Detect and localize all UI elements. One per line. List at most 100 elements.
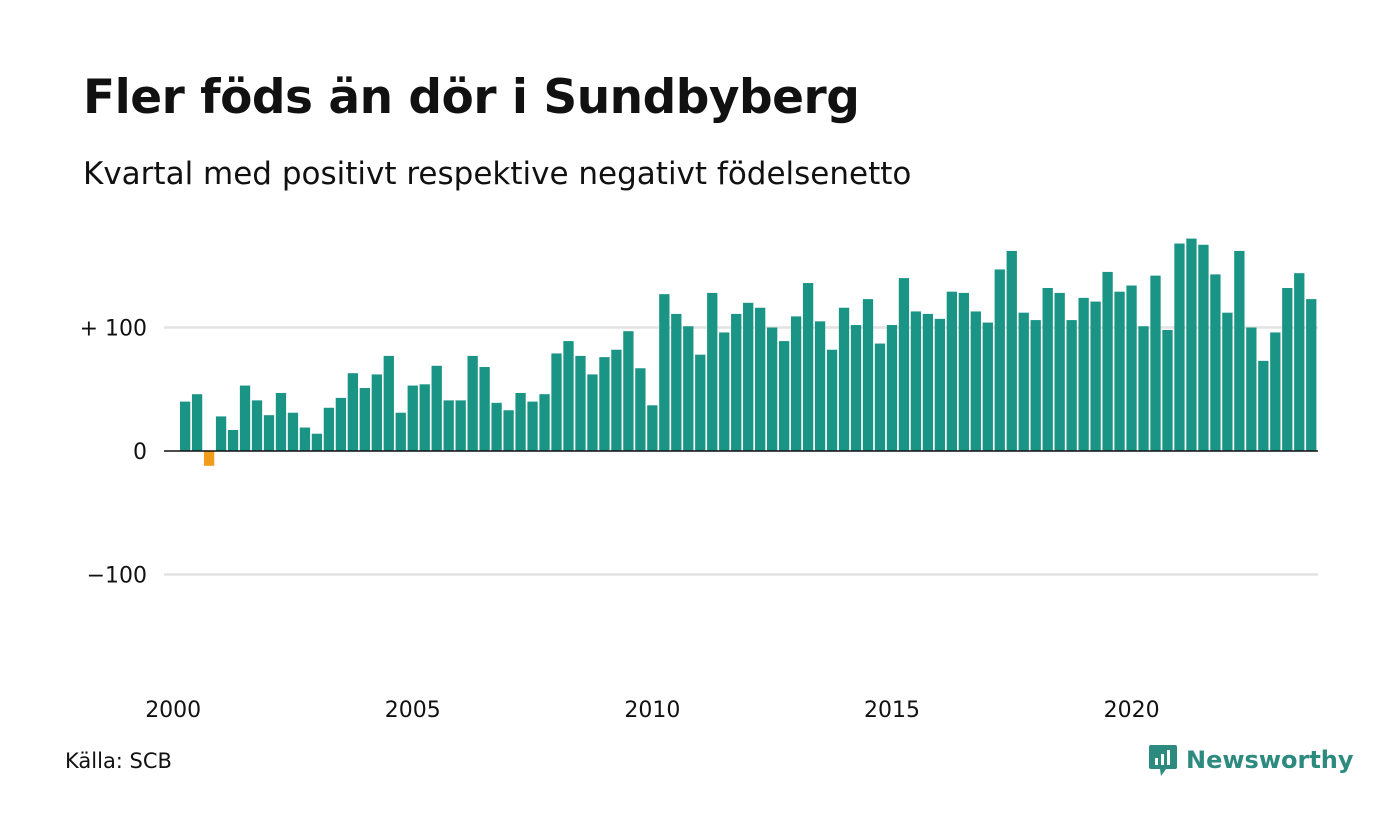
bar-positive: [299, 427, 311, 451]
bar-positive: [1138, 326, 1149, 451]
bar-positive: [683, 326, 694, 451]
bar-positive: [239, 385, 251, 451]
brand-logo: Newsworthy: [1148, 743, 1354, 777]
bar-positive: [443, 400, 454, 452]
bar-positive: [587, 374, 598, 451]
bar-positive: [958, 292, 969, 451]
bar-positive: [527, 401, 538, 451]
bar-positive: [659, 294, 670, 451]
bar-positive: [731, 313, 742, 451]
x-tick-label: 2020: [1104, 698, 1160, 723]
bar-positive: [707, 292, 718, 451]
bar-positive: [323, 407, 335, 451]
x-tick-label: 2005: [385, 698, 441, 723]
source-note: Källa: SCB: [65, 749, 172, 773]
x-tick-label: 2015: [864, 698, 920, 723]
bar-positive: [1150, 275, 1161, 451]
bar-positive: [1186, 238, 1197, 451]
bar-positive: [1306, 299, 1317, 452]
bar-positive: [575, 355, 586, 451]
bar-positive: [1246, 327, 1257, 451]
bar-positive: [934, 318, 946, 452]
bar-positive: [1198, 244, 1209, 451]
bar-positive: [1294, 273, 1305, 451]
bar-positive: [503, 410, 514, 452]
bar-positive: [802, 283, 814, 451]
bar-positive: [515, 392, 526, 451]
bar-positive: [623, 331, 634, 451]
bar-positive: [1162, 329, 1173, 451]
bar-positive: [335, 397, 347, 451]
bar-positive: [227, 430, 239, 451]
y-tick-label: −100: [87, 564, 147, 589]
bar-positive: [191, 394, 203, 451]
bar-positive: [767, 327, 778, 451]
bar-positive: [263, 415, 275, 452]
bar-positive: [1018, 312, 1029, 451]
bar-positive: [1066, 320, 1077, 451]
bar-negative: [203, 451, 215, 466]
bar-positive: [1282, 287, 1293, 451]
bar-positive: [838, 307, 850, 451]
bar-positive: [179, 401, 191, 451]
bar-positive: [455, 400, 466, 452]
bar-positive: [431, 365, 442, 451]
bar-positive: [790, 316, 802, 451]
bar-positive: [922, 313, 934, 451]
bar-positive: [910, 311, 922, 451]
bar-positive: [755, 307, 766, 451]
bar-positive: [479, 367, 490, 451]
bar-positive: [1270, 332, 1281, 451]
bar-positive: [719, 332, 730, 451]
bar-positive: [970, 311, 981, 451]
chart-subtitle: Kvartal med positivt respektive negativt…: [83, 156, 912, 192]
bar-positive: [1258, 360, 1269, 452]
bar-positive: [886, 325, 898, 451]
x-tick-label: 2000: [145, 698, 201, 723]
bar-positive: [1174, 243, 1185, 451]
bar-positive: [862, 299, 874, 452]
bar-positive: [1222, 312, 1233, 451]
bar-positive: [383, 355, 394, 451]
bar-positive: [371, 374, 382, 451]
bar-positive: [1054, 292, 1065, 451]
newsworthy-logo-icon: [1149, 745, 1177, 776]
bar-positive: [1090, 301, 1101, 451]
bar-positive: [419, 384, 430, 451]
bar-positive: [982, 322, 993, 451]
bar-positive: [874, 343, 886, 452]
bar-positive: [251, 400, 263, 452]
chart-title: Fler föds än dör i Sundbyberg: [83, 70, 860, 125]
bar-positive: [599, 357, 610, 451]
y-tick-label: + 100: [80, 317, 147, 342]
bar-positive: [611, 349, 622, 451]
bar-positive: [539, 394, 550, 451]
bar-positive: [635, 368, 646, 451]
bar-positive: [1042, 287, 1053, 451]
bar-positive: [850, 325, 862, 451]
bar-positive: [311, 433, 323, 451]
bar-positive: [814, 321, 826, 451]
bar-positive: [1126, 285, 1137, 451]
bar-positive: [287, 412, 299, 451]
bar-positive: [826, 349, 838, 451]
bar-positive: [994, 269, 1005, 451]
bar-positive: [647, 405, 658, 452]
bar-positive: [395, 412, 406, 451]
bar-positive: [1078, 297, 1089, 451]
bar-positive: [898, 278, 910, 451]
bar-positive: [1234, 250, 1245, 451]
bar-positive: [671, 313, 682, 451]
brand-name: Newsworthy: [1186, 746, 1354, 774]
x-tick-label: 2010: [624, 698, 680, 723]
bar-positive: [778, 341, 790, 451]
bar-positive: [1102, 271, 1113, 451]
bar-positive: [275, 392, 287, 451]
bar-positive: [467, 355, 478, 451]
bar-positive: [946, 291, 957, 451]
bar-positive: [215, 416, 227, 451]
bar-positive: [359, 388, 370, 451]
bar-positive: [1210, 274, 1221, 451]
bar-positive: [1030, 320, 1041, 451]
